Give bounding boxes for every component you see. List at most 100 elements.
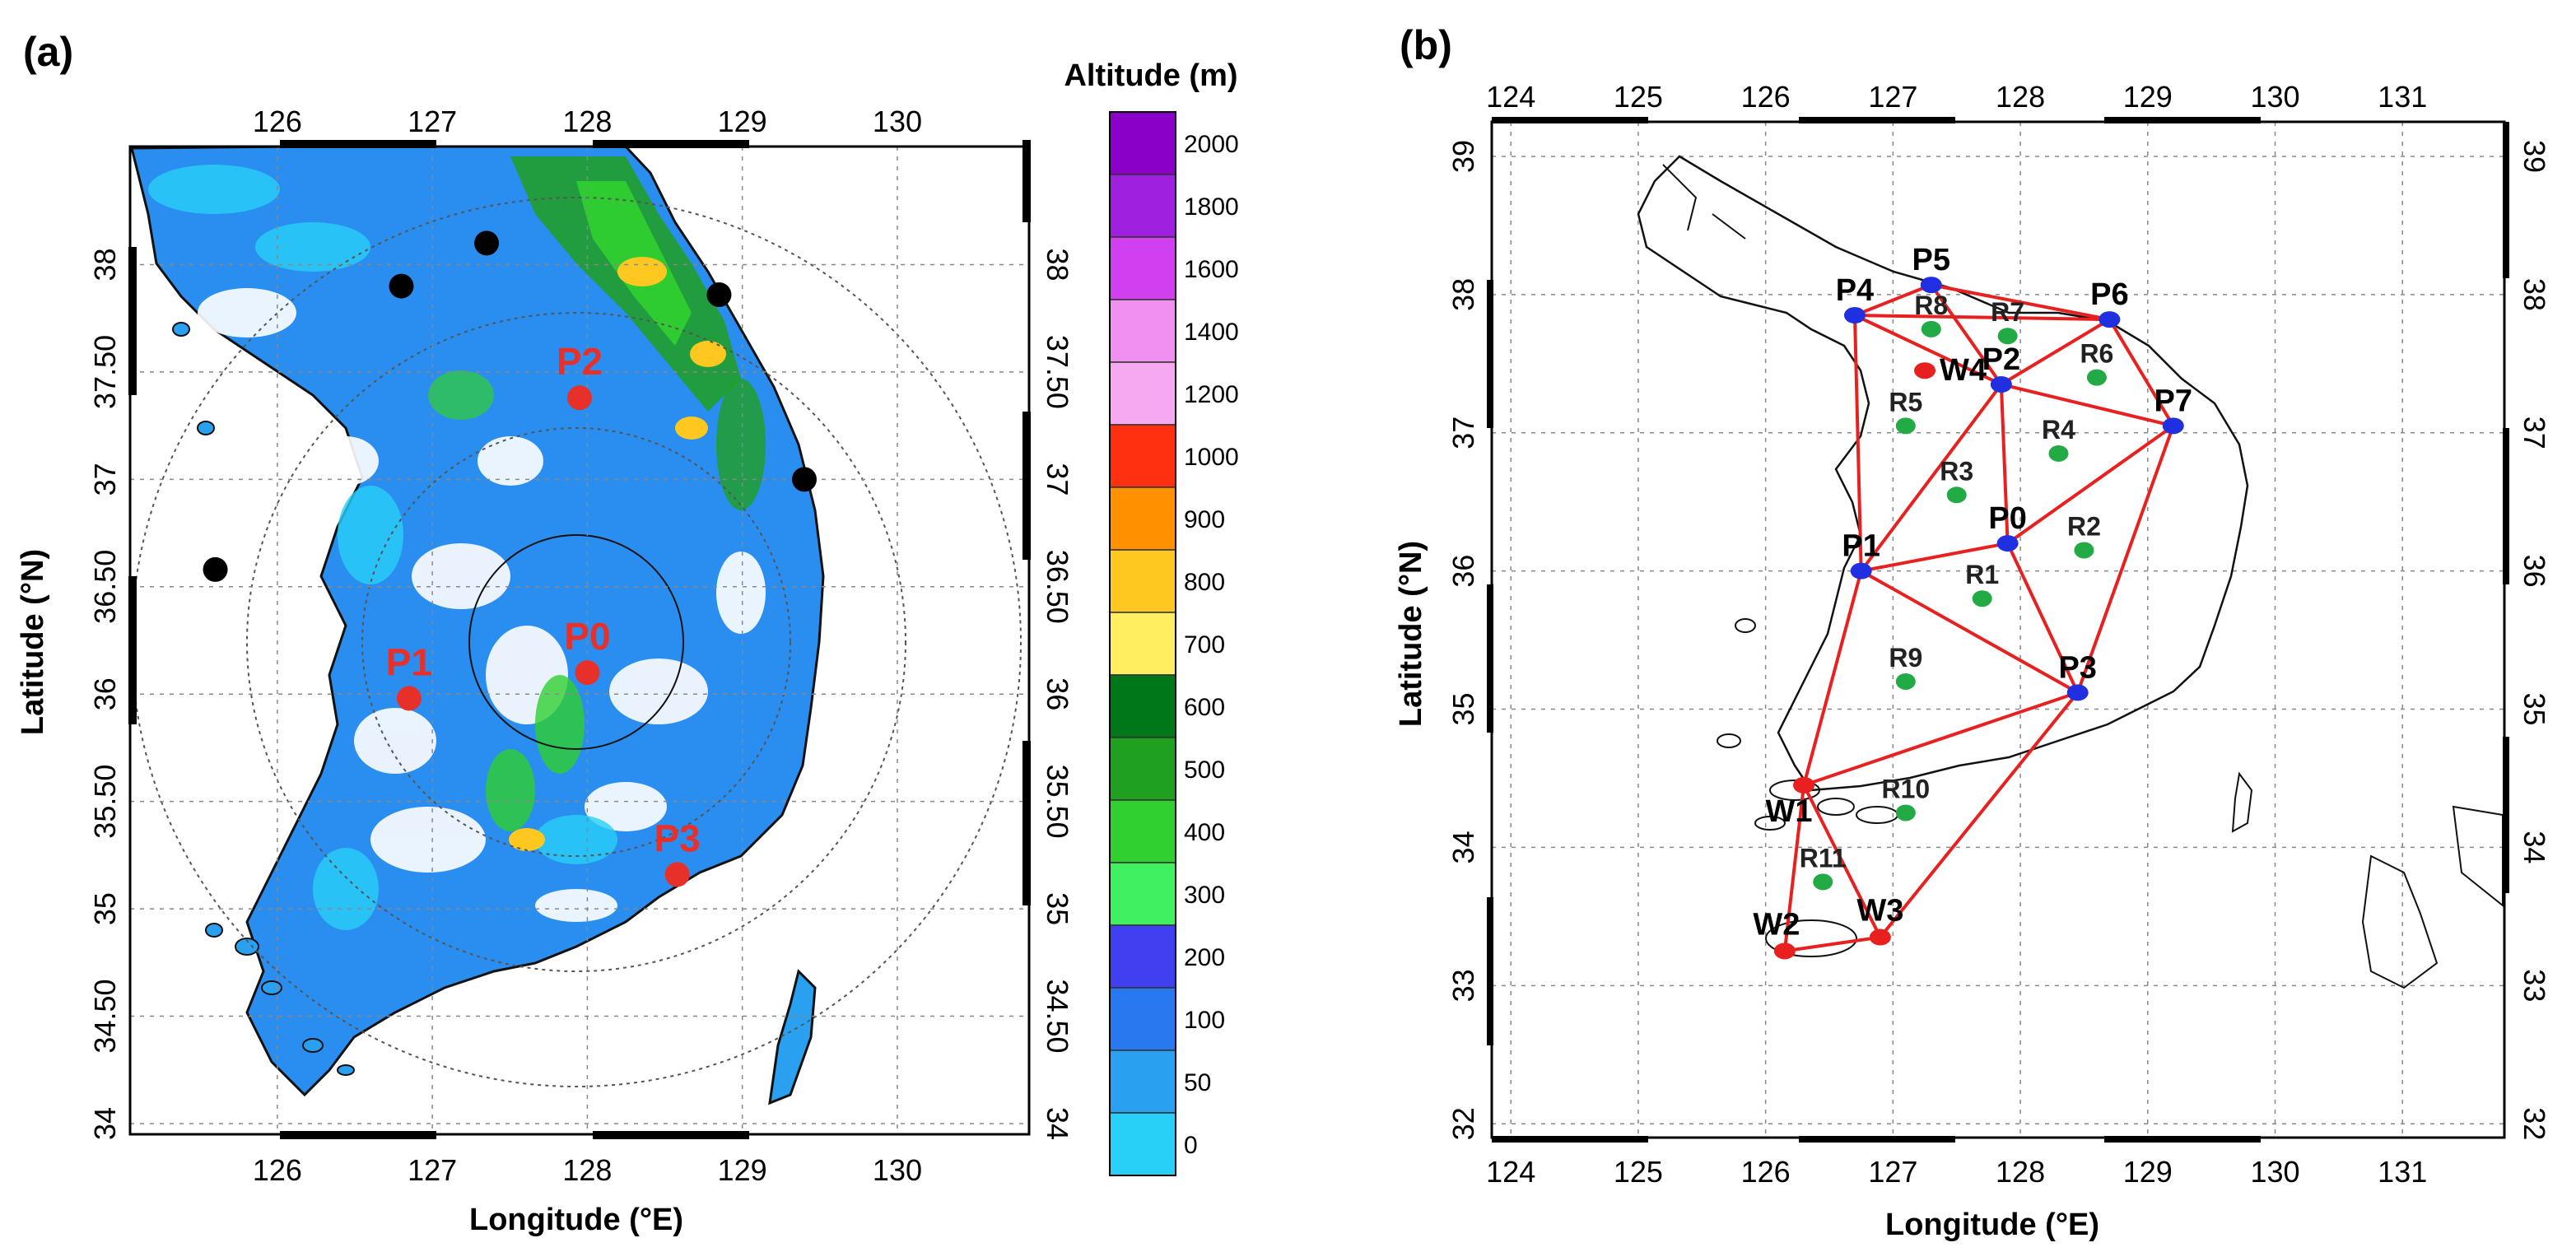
colorbar-swatch	[1109, 549, 1176, 613]
korea-coastline	[1637, 155, 2249, 792]
b-x-tick-top-126: 126	[1741, 80, 1791, 114]
y-tick-left-37: 37	[88, 463, 122, 496]
y-tick-right-38: 38	[1041, 248, 1074, 281]
low-altitude-areas	[148, 165, 617, 930]
grid-cell-marker-r11	[1813, 873, 1833, 891]
b-y-tick-right-35: 35	[2518, 693, 2551, 726]
colorbar-swatch	[1109, 612, 1176, 676]
colorbar-label-200: 200	[1184, 944, 1225, 971]
link-p7-p3	[2075, 425, 2175, 694]
b-y-tick-left-33: 33	[1446, 969, 1480, 1002]
node-label-p1: P1	[1842, 529, 1880, 564]
node-label-p5: P5	[1912, 243, 1950, 277]
colorbar-label-300: 300	[1184, 882, 1225, 909]
panel-a-label: (a)	[23, 29, 73, 75]
colorbar-label-700: 700	[1184, 631, 1225, 659]
colorbar-swatch	[1109, 361, 1176, 426]
link-w1-w2	[1782, 784, 1806, 952]
grid-cell-marker-r9	[1895, 673, 1916, 690]
colorbar-label-500: 500	[1184, 756, 1225, 784]
colorbar-label-0: 0	[1184, 1132, 1198, 1159]
grid-cell-label-r7: R7	[1991, 297, 2024, 327]
panel-a-y-title: Latitude (°N)	[16, 549, 50, 735]
b-x-tick-top-124: 124	[1486, 80, 1535, 114]
western-islands	[172, 322, 355, 1076]
node-marker-p6	[2099, 311, 2121, 328]
panel-a-x-title: Longitude (°E)	[469, 1203, 683, 1237]
link-w1-w3	[1802, 784, 1882, 938]
link-w2-w3	[1784, 935, 1881, 953]
islands-b	[1662, 164, 2504, 989]
colorbar-label-1200: 1200	[1184, 381, 1239, 408]
colorbar-swatch	[1109, 674, 1176, 738]
colorbar-label-900: 900	[1184, 506, 1225, 533]
b-y-tick-right-37: 37	[2518, 417, 2551, 449]
b-x-tick-bottom-130: 130	[2250, 1155, 2299, 1189]
colorbar-label-1600: 1600	[1184, 256, 1239, 283]
graticule-b	[1492, 122, 2504, 1138]
link-p2-p1	[1860, 383, 2003, 572]
node-marker-p0	[1996, 535, 2019, 552]
grid-cell-label-r11: R11	[1800, 843, 1847, 873]
b-x-tick-bottom-128: 128	[1996, 1155, 2045, 1189]
node-label-p4: P4	[1836, 273, 1874, 308]
colorbar-swatch	[1109, 924, 1176, 989]
colorbar-swatch	[1109, 1050, 1176, 1114]
b-x-tick-top-127: 127	[1868, 80, 1917, 114]
colorbar-label-1000: 1000	[1184, 444, 1239, 471]
site-label-p1: P1	[386, 640, 432, 683]
b-y-tick-left-39: 39	[1446, 140, 1480, 173]
colorbar-swatch	[1109, 424, 1176, 488]
link-p2-p6	[2000, 318, 2111, 386]
grid-cell-marker-r8	[1921, 320, 1941, 337]
link-p5-p2	[1930, 283, 2003, 386]
link-p4-p6	[1854, 314, 2110, 322]
b-y-tick-left-32: 32	[1446, 1107, 1480, 1140]
node-marker-p5	[1920, 277, 1942, 294]
y-tick-left-36: 36	[88, 677, 122, 710]
y-tick-right-34: 34	[1041, 1107, 1074, 1140]
node-marker-p3	[2066, 684, 2089, 701]
link-p2-p0	[1999, 384, 2010, 544]
colorbar-swatch	[1109, 111, 1176, 175]
grid-cell-label-r3: R3	[1940, 456, 1973, 486]
grid-cell-label-r8: R8	[1914, 291, 1948, 320]
x-tick-bottom-128: 128	[562, 1153, 612, 1187]
y-tick-left-36.50: 36.50	[88, 550, 122, 624]
node-label-p2: P2	[1982, 342, 2020, 377]
y-tick-right-36.50: 36.50	[1041, 550, 1074, 624]
b-y-tick-right-36: 36	[2518, 555, 2551, 588]
node-label-w4: W4	[1940, 353, 1987, 388]
colorbar-swatch	[1109, 486, 1176, 551]
link-p0-p7	[2006, 424, 2174, 545]
y-tick-right-35: 35	[1041, 892, 1074, 925]
node-marker-p2	[1990, 375, 2012, 393]
mountain-ridge	[428, 156, 766, 851]
colorbar-label-2000: 2000	[1184, 131, 1239, 158]
colorbar-label-1400: 1400	[1184, 319, 1239, 346]
y-tick-left-35.50: 35.50	[88, 765, 122, 839]
site-label-p3: P3	[654, 817, 700, 859]
b-x-tick-bottom-129: 129	[2123, 1155, 2173, 1189]
link-p4-p2	[1854, 314, 2002, 386]
other-radar-marker	[706, 282, 732, 307]
other-radar-marker	[203, 556, 228, 582]
y-tick-left-34: 34	[88, 1107, 122, 1140]
y-tick-left-37.50: 37.50	[88, 335, 122, 409]
y-tick-right-37.50: 37.50	[1041, 335, 1074, 409]
x-tick-bottom-127: 127	[408, 1153, 457, 1187]
node-label-p7: P7	[2154, 384, 2192, 418]
panel-a-map: P0 P1 P2 P3 126 126 127 127 128 128 129 129 130 130 3…	[88, 105, 1074, 1187]
grid-cell-marker-r10	[1895, 804, 1916, 821]
x-tick-bottom-130: 130	[873, 1153, 922, 1187]
b-y-tick-right-33: 33	[2518, 969, 2551, 1002]
y-tick-left-38: 38	[88, 248, 122, 281]
b-x-tick-top-130: 130	[2250, 80, 2299, 114]
inner-ring	[468, 534, 684, 750]
b-x-tick-bottom-126: 126	[1741, 1155, 1791, 1189]
y-tick-right-37: 37	[1041, 463, 1074, 496]
link-w3-p3	[1879, 691, 2080, 938]
link-p1-p0	[1861, 542, 2008, 573]
site-marker-p3	[664, 862, 690, 887]
